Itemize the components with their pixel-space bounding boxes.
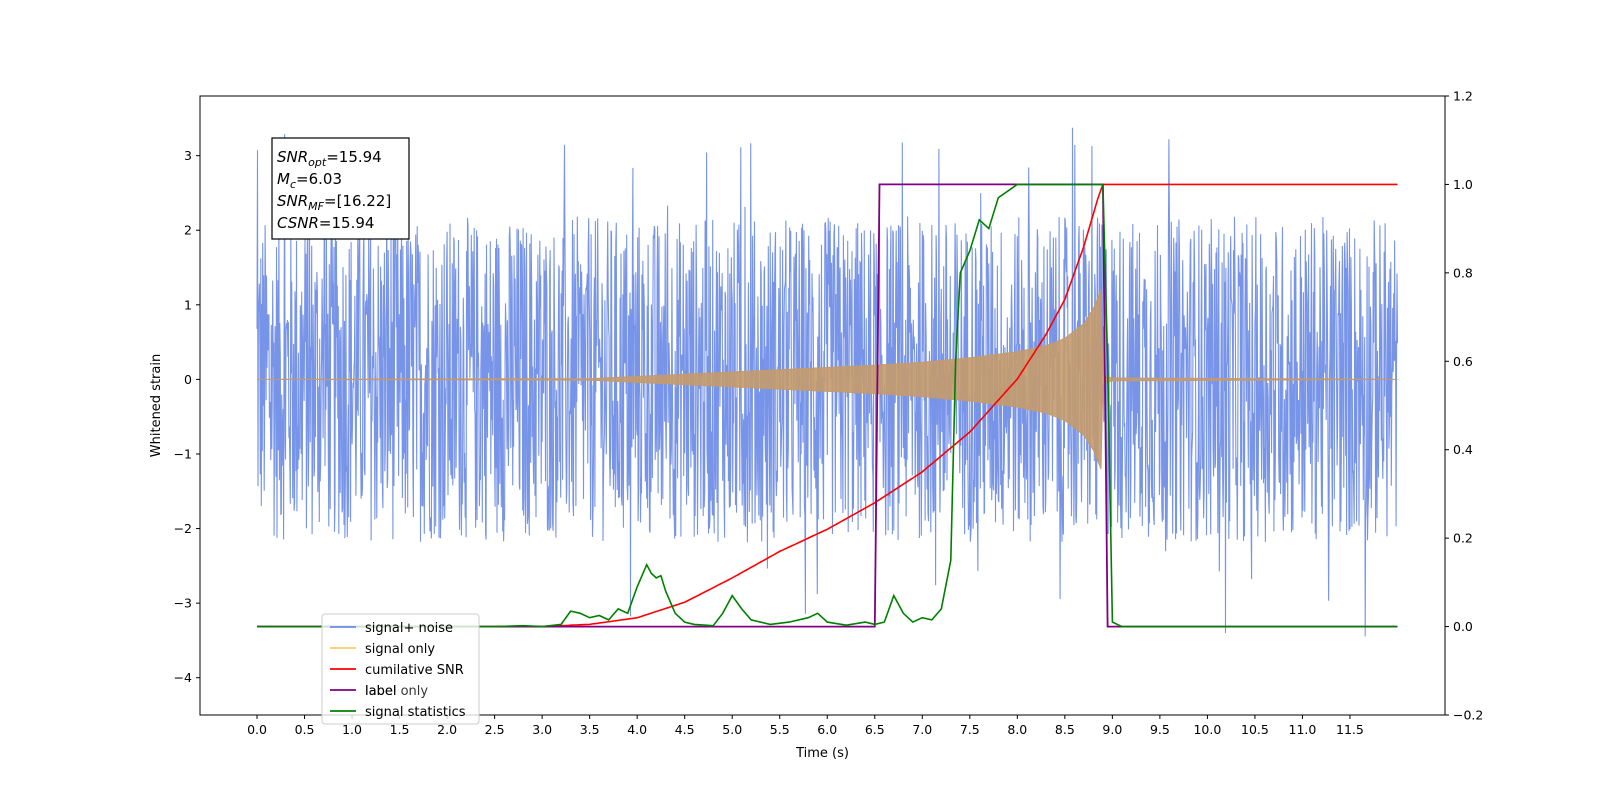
annotation-line: SNRopt=15.94 xyxy=(277,148,382,169)
y-left-tick-label: −3 xyxy=(174,596,192,611)
x-tick-label: 2.5 xyxy=(485,722,505,737)
x-axis-title: Time (s) xyxy=(795,746,849,761)
x-tick-label: 11.0 xyxy=(1289,722,1317,737)
series-signal-noise xyxy=(256,127,1399,637)
y-left-tick-label: 2 xyxy=(184,223,192,238)
legend-frame xyxy=(321,613,480,725)
y-right-tick-label: 0.8 xyxy=(1453,265,1473,280)
annotation-frame xyxy=(271,137,410,240)
x-tick-label: 8.0 xyxy=(1007,722,1027,737)
y-right-tick-label: 1.2 xyxy=(1453,89,1473,104)
x-tick-label: 11.5 xyxy=(1336,722,1364,737)
annotation-line: CSNR=15.94 xyxy=(277,214,374,232)
x-tick-label: 1.5 xyxy=(390,722,410,737)
series-signal-statistics xyxy=(257,183,1398,628)
x-tick-label: 6.0 xyxy=(817,722,837,737)
x-tick-label: 7.5 xyxy=(960,722,980,737)
x-tick-label: 10.5 xyxy=(1241,722,1269,737)
legend: signal+ noise signal only cumilative SNR la… xyxy=(321,613,480,725)
x-tick-label: 3.0 xyxy=(532,722,552,737)
x-tick-label: 0.5 xyxy=(295,722,315,737)
y-left-tick-label: 0 xyxy=(184,372,192,387)
legend-entry-label: signal+ noise xyxy=(365,621,453,636)
y-right-tick-label: 0.6 xyxy=(1453,354,1473,369)
y-right-tick-label: 1.0 xyxy=(1453,177,1473,192)
y-left-tick-label: 3 xyxy=(184,148,192,163)
y-left-tick-label: 1 xyxy=(184,297,192,312)
y-right-tick-label: 0.2 xyxy=(1453,531,1473,546)
plot-data-layer xyxy=(256,127,1399,637)
y-left-tick-label: −1 xyxy=(174,446,192,461)
axes-layer: 0.0 0.5 1.0 1.5 2.0 2.5 3.0 3.5 4.0 4.5 5.0 5.5 6.0 6… xyxy=(174,89,1484,738)
x-tick-label: 0.0 xyxy=(247,722,267,737)
annotation-line: SNRMF=[16.22] xyxy=(277,192,391,213)
y-right-tick-label: −0.2 xyxy=(1453,708,1483,723)
x-tick-label: 8.5 xyxy=(1055,722,1075,737)
x-tick-label: 2.0 xyxy=(437,722,457,737)
plot-frame xyxy=(199,95,1446,716)
x-tick-label: 9.5 xyxy=(1150,722,1170,737)
x-tick-label: 4.0 xyxy=(627,722,647,737)
y-left-tick-label: −2 xyxy=(174,521,192,536)
x-tick-label: 4.5 xyxy=(675,722,695,737)
legend-entry-label: cumilative SNR xyxy=(365,663,464,678)
legend-entry-label: signal only xyxy=(365,642,435,657)
x-tick-label: 6.5 xyxy=(865,722,885,737)
legend-entry-label: label xyxy=(365,684,396,699)
annotation-box: SNRopt=15.94Mc=6.03SNRMF=[16.22]CSNR=15.… xyxy=(271,137,410,240)
x-tick-label: 5.5 xyxy=(770,722,790,737)
x-tick-label: 3.5 xyxy=(580,722,600,737)
x-tick-label: 5.0 xyxy=(722,722,742,737)
series-signal-only xyxy=(257,289,1398,470)
legend-entry-label: label only xyxy=(365,684,428,699)
x-tick-label: 7.0 xyxy=(912,722,932,737)
y-left-tick-label: −4 xyxy=(174,670,192,685)
legend-entry-label: signal statistics xyxy=(365,705,466,720)
annotation-line: Mc=6.03 xyxy=(277,170,342,191)
x-tick-label: 1.0 xyxy=(342,722,362,737)
y-right-tick-label: 0.0 xyxy=(1453,619,1473,634)
x-tick-label: 10.0 xyxy=(1193,722,1221,737)
y-right-tick-label: 0.4 xyxy=(1453,442,1473,457)
y-axis-title: Whitened strain xyxy=(149,354,164,457)
x-tick-label: 9.0 xyxy=(1102,722,1122,737)
